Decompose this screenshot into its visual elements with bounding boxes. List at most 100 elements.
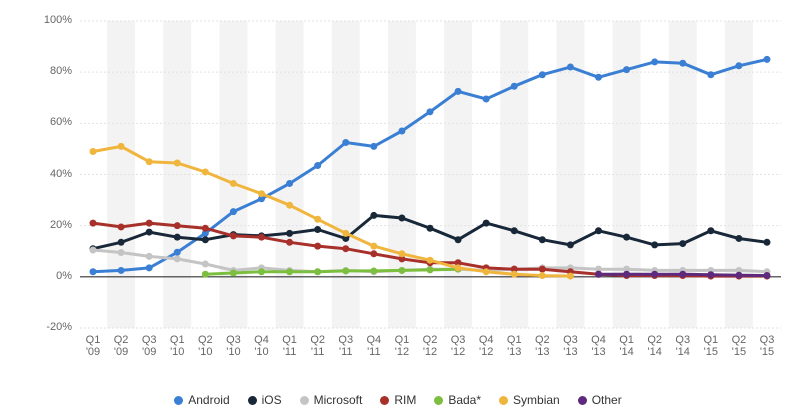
point: [229, 232, 237, 240]
point: [89, 147, 97, 155]
legend-swatch: [247, 395, 257, 405]
point: [342, 234, 350, 242]
legend: Android iOS Microsoft RIM Bada* Symbian Other: [0, 393, 796, 407]
point: [145, 158, 153, 166]
point: [651, 58, 659, 66]
x-tick-label: Q3 '12: [450, 334, 466, 358]
point: [426, 224, 434, 232]
point: [398, 214, 406, 222]
x-tick-label: Q2 '09: [113, 334, 129, 358]
point: [426, 266, 434, 274]
point: [566, 272, 574, 280]
x-tick-label: Q1 '11: [282, 334, 297, 358]
point: [707, 227, 715, 235]
point: [398, 127, 406, 135]
point: [679, 59, 687, 67]
x-tick-label: Q4 '11: [366, 334, 382, 358]
point: [398, 250, 406, 258]
legend-label: iOS: [261, 393, 282, 407]
point: [117, 142, 125, 150]
legend-label: Symbian: [513, 393, 560, 407]
point: [707, 271, 715, 279]
point: [763, 55, 771, 63]
point: [623, 233, 631, 241]
point: [735, 234, 743, 242]
point: [595, 227, 602, 235]
point: [258, 190, 265, 198]
legend-label: Other: [591, 393, 622, 407]
point: [482, 268, 490, 276]
point: [286, 229, 294, 237]
legend-item: RIM: [380, 393, 416, 407]
point: [623, 270, 631, 278]
y-tick-label: 20%: [49, 218, 72, 231]
point: [370, 142, 378, 150]
point: [145, 228, 153, 236]
point: [482, 95, 490, 103]
point: [595, 73, 602, 81]
point: [707, 71, 715, 79]
point: [370, 211, 378, 219]
point: [679, 270, 687, 278]
point: [201, 260, 209, 268]
point: [117, 223, 125, 231]
point: [510, 82, 518, 90]
legend-swatch: [499, 395, 509, 405]
x-tick-label: Q3 '09: [141, 334, 157, 358]
point: [173, 159, 181, 167]
point: [229, 179, 237, 187]
point: [314, 162, 322, 170]
point: [538, 265, 546, 273]
legend-label: Bada*: [448, 393, 482, 407]
point: [398, 255, 406, 263]
point: [258, 268, 265, 276]
x-tick-label: Q1 '10: [169, 334, 185, 358]
x-tick-label: Q1 '12: [394, 334, 410, 358]
point: [89, 268, 97, 276]
legend-swatch: [174, 395, 184, 405]
legend-swatch: [577, 395, 587, 405]
legend-item: Symbian: [499, 393, 560, 407]
point: [735, 266, 743, 274]
point: [482, 219, 490, 227]
point: [454, 236, 462, 244]
x-tick-label: Q3 '15: [759, 334, 775, 358]
point: [117, 249, 125, 257]
x-tick-label: Q2 '14: [647, 334, 662, 358]
point: [173, 248, 181, 256]
point: [89, 246, 97, 254]
point: [286, 238, 294, 246]
x-tick-label: Q2 '11: [310, 334, 325, 358]
point: [89, 219, 97, 227]
legend-label: Microsoft: [313, 393, 363, 407]
point: [229, 208, 237, 216]
point: [538, 71, 546, 79]
point: [117, 238, 125, 246]
x-tick-label: Q4 '13: [591, 334, 606, 358]
point: [370, 250, 378, 258]
point: [286, 268, 294, 276]
legend-item: Other: [577, 393, 622, 407]
x-tick-label: Q2 '15: [731, 334, 747, 358]
y-tick-label: 100%: [43, 14, 72, 26]
point: [538, 236, 546, 244]
legend-item: iOS: [247, 393, 282, 407]
point: [314, 215, 322, 223]
x-tick-label: Q4 '10: [254, 334, 269, 358]
x-tick-label: Q3 '14: [675, 334, 691, 358]
series-line: [92, 213, 768, 251]
y-tick-label: 0%: [56, 269, 72, 282]
point: [623, 66, 631, 74]
x-tick-label: Q2 '10: [197, 334, 213, 358]
point: [314, 226, 322, 234]
point: [201, 270, 209, 278]
y-tick-label: -20%: [46, 321, 72, 333]
y-tick-label: 60%: [49, 116, 72, 129]
point: [735, 62, 743, 70]
point: [286, 201, 294, 209]
point: [370, 267, 378, 275]
point: [595, 270, 602, 278]
point: [454, 87, 462, 95]
point: [201, 224, 209, 232]
